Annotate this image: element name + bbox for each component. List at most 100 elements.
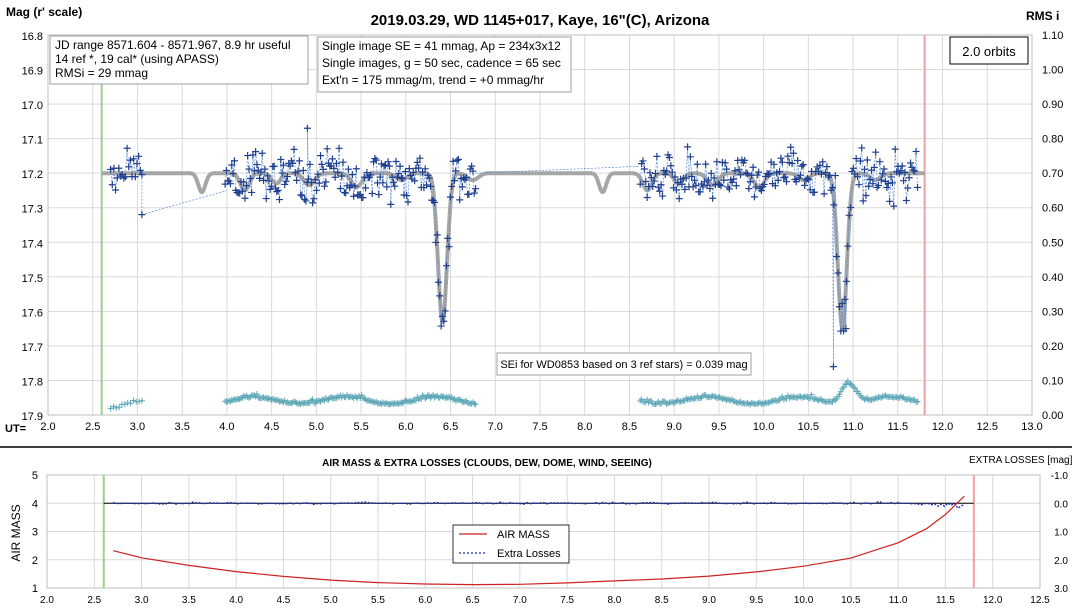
photometry-point [777,154,785,162]
bottom-vertical-markers [102,475,975,588]
photometry-point [902,197,910,205]
bottom-x-tick-label: 6.0 [418,595,432,606]
extra-losses-line [113,500,965,510]
rms-point [472,401,479,408]
photometry-point [279,161,287,169]
photometry-point [383,183,391,191]
bottom-x-tick-label: 4.0 [229,595,243,606]
rms-point [113,404,120,411]
rms-point [456,396,463,403]
rms-point [265,395,272,402]
photometry-point [854,173,862,181]
photometry-point [389,178,397,186]
photometry-point [897,167,905,175]
photometry-point [847,204,855,212]
photometry-point [438,312,446,320]
photometry-point [904,184,912,192]
legend-losses-label: Extra Losses [497,548,561,560]
top-x-tick-label: 5.0 [309,421,324,433]
photometry-point [717,182,725,190]
photometry-point [268,182,276,190]
top-y-tick-label: 17.3 [22,204,43,216]
photometry-point [901,168,909,176]
rms-point [712,393,719,400]
photometry-point [803,174,811,182]
top-y-tick-label: 17.0 [22,100,43,112]
rms-point [844,377,851,384]
rms-point [644,396,651,403]
photometry-point [900,177,908,185]
photometry-point [856,157,864,165]
photometry-point [905,174,913,182]
rms-point [851,385,858,392]
rms-point [288,400,295,407]
photometry-point [277,155,285,163]
rms-point [349,393,356,400]
model-curve-layer [100,171,926,331]
bottom-y2-tick-label: 3.0 [1054,584,1068,595]
photometry-point [442,262,450,270]
top-y-tick-label: 17.9 [22,411,43,423]
rms-point [780,396,787,403]
photometry-point [458,183,466,191]
photometry-point [416,154,424,162]
photometry-point [322,178,330,186]
photometry-point [735,166,743,174]
photometry-point [313,186,321,194]
rms-point [726,396,733,403]
bottom-x-tick-label: 12.5 [1030,595,1050,606]
photometry-point [469,167,477,175]
photometry-point [115,164,123,172]
photometry-point [348,171,356,179]
photometry-point [653,152,661,160]
photometry-point [384,158,392,166]
rms-point [699,392,706,399]
photometry-point [741,156,749,164]
photometry-point [434,278,442,286]
photometry-point [859,197,867,205]
top-chart: 2019.03.29, WD 1145+017, Kaye, 16"(C), A… [5,5,1063,435]
photometry-point [462,173,470,181]
rms-point [709,392,716,399]
photometry-point [657,181,665,189]
photometry-point [123,144,131,152]
rms-point [251,392,258,399]
rms-point [681,397,688,404]
photometry-point [913,183,921,191]
photometry-point [661,171,669,179]
photometry-point [883,183,891,191]
photometry-point [352,165,360,173]
photometry-point [436,292,444,300]
photometry-point [264,172,272,180]
top-y2-tick-label: 0.00 [1042,410,1063,422]
photometry-point [770,160,778,168]
photometry-point [796,171,804,179]
photometry-point [307,179,315,187]
photometry-point [870,163,878,171]
photometry-point [283,173,291,181]
top-vertical-markers [100,35,926,415]
photometry-point [880,165,888,173]
photometry-point [453,156,461,164]
photometry-point [887,173,895,181]
photometry-point [432,238,440,246]
rms-point [807,395,814,402]
rms-point [232,397,239,404]
photometry-point [222,166,230,174]
photometry-point [309,199,317,207]
bottom-y-tick-label: 4 [32,498,38,510]
rms-point [275,397,282,404]
photometry-point [841,295,849,303]
photometry-point [257,168,265,176]
photometry-point [830,201,838,209]
rms-point [830,396,837,403]
bottom-x-tick-label: 9.5 [749,595,763,606]
top-y-tick-label: 17.5 [22,273,43,285]
rms-point [227,398,234,405]
info-box-jd: JD range 8571.604 - 8571.967, 8.9 hr use… [49,35,309,85]
photometry-point [855,181,863,189]
photometry-point [294,167,302,175]
photometry-point [241,194,249,202]
rms-point [731,398,738,405]
photometry-point [757,187,765,195]
